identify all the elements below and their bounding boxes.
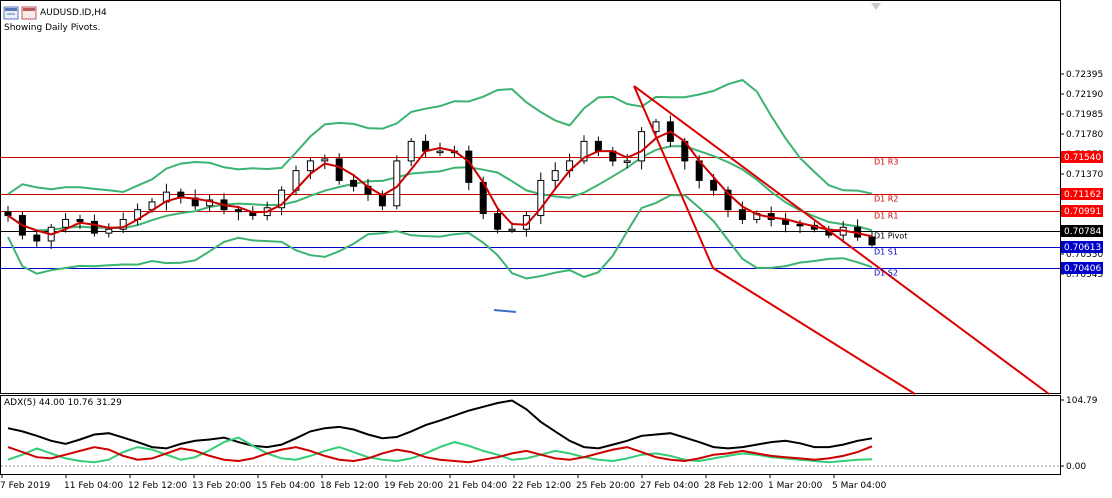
time-label: 25 Feb 20:00 <box>576 481 635 491</box>
price-label: 0.71780 <box>1066 130 1103 140</box>
pivot-labels: D1 R3 D1 R2 D1 R1 D1 Pivot D1 S1 D1 S2 <box>874 158 907 278</box>
candlestick-series <box>4 115 876 250</box>
adx-main-line <box>7 399 873 450</box>
adx-min-label: 0.00 <box>1066 462 1086 472</box>
candle-body <box>335 158 343 181</box>
candle-body <box>234 209 242 213</box>
candle-body <box>90 220 98 234</box>
candle-body <box>378 193 386 207</box>
price-highlight-box <box>1061 262 1103 274</box>
candle-body <box>119 218 127 230</box>
time-label: 1 Mar 20:00 <box>768 481 823 491</box>
adx-max-label: 104.79 <box>1066 396 1098 406</box>
bollinger-lower-touch <box>493 309 517 313</box>
candle-body <box>868 236 876 246</box>
bollinger-middle-line <box>7 145 873 232</box>
time-label: 22 Feb 12:00 <box>512 481 571 491</box>
time-label: 19 Feb 20:00 <box>384 481 443 491</box>
candle-body <box>350 179 358 187</box>
adx-panel-frame <box>0 395 1061 475</box>
price-highlight-box <box>1061 151 1103 163</box>
candle-body <box>652 121 660 133</box>
time-label: 12 Feb 12:00 <box>128 481 187 491</box>
candle-body <box>738 209 746 220</box>
pivot-label-2: D1 R1 <box>874 212 898 221</box>
time-label: 27 Feb 04:00 <box>640 481 699 491</box>
price-label: 0.70550 <box>1066 250 1103 260</box>
pivot-label-3: D1 Pivot <box>874 232 907 241</box>
candle-body <box>306 160 314 172</box>
time-label: 21 Feb 04:00 <box>448 481 507 491</box>
channel-lower-line[interactable] <box>712 267 916 395</box>
price-panel-frame <box>0 0 1061 394</box>
candle-body <box>580 140 588 162</box>
candle-body <box>436 150 444 154</box>
time-label: 28 Feb 12:00 <box>704 481 763 491</box>
price-highlight-label: 0.70406 <box>1064 264 1101 274</box>
chart-shift-marker[interactable] <box>871 3 881 10</box>
adx-axis: 104.79 0.00 <box>1060 396 1098 472</box>
channel-connector-line[interactable] <box>633 85 714 269</box>
time-label: 7 Feb 2019 <box>0 481 51 491</box>
price-highlight-box <box>1061 188 1103 200</box>
time-label: 15 Feb 04:00 <box>256 481 315 491</box>
candle-body <box>321 158 329 162</box>
adx-label: ADX(5) 44.00 10.76 31.29 <box>4 398 122 408</box>
price-label: 0.70345 <box>1066 270 1103 280</box>
moving-average-line <box>7 130 873 238</box>
candle-body <box>494 213 502 230</box>
price-highlight-box <box>1061 205 1103 217</box>
channel-upper-line[interactable] <box>633 85 1050 395</box>
pivot-label-5: D1 S2 <box>874 269 898 278</box>
candle-body <box>594 140 602 152</box>
candle-body <box>623 160 631 163</box>
time-label: 5 Mar 04:00 <box>832 481 887 491</box>
adx-minus-di-line <box>7 445 873 464</box>
candle-body <box>278 189 286 209</box>
price-label: 0.71370 <box>1066 170 1103 180</box>
time-label: 13 Feb 20:00 <box>192 481 251 491</box>
bollinger-upper-line <box>7 78 873 195</box>
pivot-subtitle: Showing Daily Pivots. <box>4 23 101 33</box>
candle-body <box>407 140 415 162</box>
price-axis[interactable]: 0.723950.721900.719850.717800.715750.713… <box>1060 70 1103 280</box>
chart-window-icon <box>3 6 37 20</box>
price-highlight-label: 0.70784 <box>1064 227 1101 237</box>
bollinger-lower-line <box>7 194 873 280</box>
price-highlight-box <box>1061 225 1103 237</box>
price-highlight-label: 0.70613 <box>1064 243 1101 253</box>
candle-body <box>551 170 559 181</box>
price-label: 0.71985 <box>1066 110 1103 120</box>
candle-body <box>62 218 70 228</box>
price-highlight-label: 0.71540 <box>1064 153 1101 163</box>
candle-body <box>537 179 545 217</box>
adx-plus-di-line <box>7 436 873 464</box>
candle-body <box>105 228 113 234</box>
candle-body <box>638 131 646 162</box>
time-axis[interactable]: 7 Feb 2019 11 Feb 04:00 12 Feb 12:00 13 Feb… <box>0 474 887 491</box>
candle-body <box>796 223 804 227</box>
candle-body <box>508 228 516 232</box>
price-highlight-box <box>1061 241 1103 253</box>
candle-body <box>33 234 41 242</box>
time-label: 18 Feb 12:00 <box>320 481 379 491</box>
symbol-title: AUDUSD.ID,H4 <box>40 8 107 18</box>
pivot-label-4: D1 S1 <box>874 248 898 257</box>
time-label: 11 Feb 04:00 <box>64 481 123 491</box>
pivot-label-0: D1 R3 <box>874 158 898 167</box>
candle-body <box>76 218 84 222</box>
candle-body <box>465 150 473 183</box>
pivot-label-1: D1 R2 <box>874 195 898 204</box>
candle-body <box>4 211 12 217</box>
price-label: 0.72190 <box>1066 90 1103 100</box>
candle-body <box>710 179 718 191</box>
price-highlight-label: 0.70991 <box>1064 207 1101 217</box>
candle-body <box>724 189 732 211</box>
price-label: 0.72395 <box>1066 70 1103 80</box>
price-highlight-label: 0.71162 <box>1064 190 1101 200</box>
